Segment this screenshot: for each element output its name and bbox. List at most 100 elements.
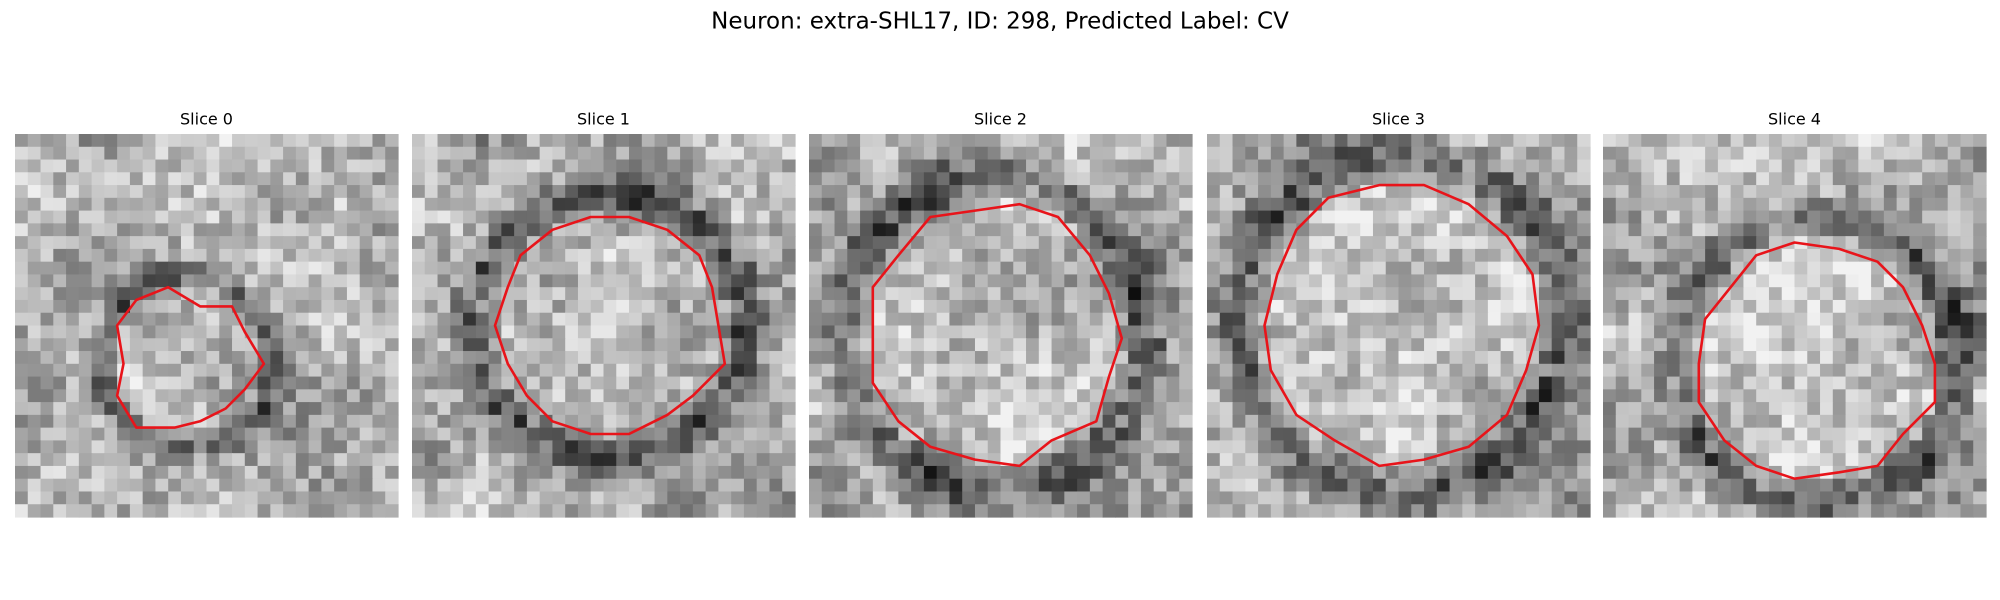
image-pixel xyxy=(283,504,297,518)
image-pixel xyxy=(424,414,439,429)
image-pixel xyxy=(78,274,93,288)
image-pixel xyxy=(1424,197,1438,212)
image-pixel xyxy=(475,325,490,339)
image-pixel xyxy=(1283,491,1297,505)
image-pixel xyxy=(15,363,29,378)
image-pixel xyxy=(180,248,195,263)
image-pixel xyxy=(372,274,386,288)
image-pixel xyxy=(359,134,374,148)
image-pixel xyxy=(1973,299,1987,314)
image-pixel xyxy=(1564,223,1578,237)
image-pixel xyxy=(847,185,861,199)
image-pixel xyxy=(769,287,783,301)
image-pixel xyxy=(1717,134,1732,148)
image-pixel xyxy=(1347,504,1361,518)
image-pixel xyxy=(168,274,182,288)
image-pixel xyxy=(308,299,322,314)
panel-title: Slice 0 xyxy=(180,110,233,129)
image-pixel xyxy=(1334,504,1349,518)
image-pixel xyxy=(1679,325,1693,339)
image-pixel xyxy=(809,312,823,327)
image-pixel xyxy=(1641,261,1655,276)
image-pixel xyxy=(1475,363,1489,378)
image-pixel xyxy=(1089,236,1104,250)
image-pixel xyxy=(257,134,271,148)
image-pixel xyxy=(78,197,93,212)
image-pixel xyxy=(1909,389,1923,403)
image-pixel xyxy=(1603,287,1617,301)
image-pixel xyxy=(27,478,42,493)
image-pixel xyxy=(1615,414,1630,429)
image-pixel xyxy=(1934,134,1949,148)
image-pixel xyxy=(40,363,54,378)
image-pixel xyxy=(885,287,899,301)
image-pixel xyxy=(1973,453,1987,467)
image-pixel xyxy=(270,236,284,250)
image-pixel xyxy=(385,325,399,339)
image-pixel xyxy=(1487,338,1502,352)
image-pixel xyxy=(475,261,490,276)
image-pixel xyxy=(1896,440,1910,454)
image-pixel xyxy=(437,134,451,148)
image-pixel xyxy=(834,338,848,352)
image-pixel xyxy=(1207,453,1221,467)
image-pixel xyxy=(91,134,105,148)
image-pixel xyxy=(1089,287,1104,301)
image-pixel xyxy=(1807,389,1821,403)
image-pixel xyxy=(359,159,374,173)
image-pixel xyxy=(1679,491,1693,505)
image-pixel xyxy=(180,478,195,493)
image-pixel xyxy=(193,172,208,186)
image-pixel xyxy=(809,274,823,288)
image-pixel xyxy=(1385,440,1400,454)
image-pixel xyxy=(27,312,42,327)
image-pixel xyxy=(718,402,732,416)
image-pixel xyxy=(590,440,605,454)
image-pixel xyxy=(385,453,399,467)
image-pixel xyxy=(718,414,732,429)
image-pixel xyxy=(1064,312,1078,327)
image-pixel xyxy=(168,197,182,212)
image-pixel xyxy=(692,223,707,237)
image-pixel xyxy=(680,465,694,480)
image-pixel xyxy=(1832,427,1847,441)
image-pixel xyxy=(923,414,938,429)
image-pixel xyxy=(885,210,899,224)
image-pixel xyxy=(321,197,335,212)
image-pixel xyxy=(244,312,259,327)
image-pixel xyxy=(1153,427,1168,441)
image-pixel xyxy=(450,172,464,186)
image-pixel xyxy=(66,299,80,314)
image-pixel xyxy=(53,351,67,365)
image-pixel xyxy=(1807,504,1821,518)
image-pixel xyxy=(450,338,464,352)
image-pixel xyxy=(66,440,80,454)
image-pixel xyxy=(78,440,93,454)
image-pixel xyxy=(616,325,630,339)
image-pixel xyxy=(731,325,745,339)
image-pixel xyxy=(424,287,439,301)
image-pixel xyxy=(1896,414,1910,429)
image-pixel xyxy=(219,274,233,288)
image-pixel xyxy=(1038,351,1053,365)
image-pixel xyxy=(437,248,451,263)
image-pixel xyxy=(923,402,938,416)
image-pixel xyxy=(962,325,976,339)
image-pixel xyxy=(654,440,668,454)
image-pixel xyxy=(1347,134,1361,148)
image-pixel xyxy=(1207,134,1221,148)
image-pixel xyxy=(552,504,566,518)
image-pixel xyxy=(1820,338,1834,352)
image-pixel xyxy=(463,351,477,365)
image-pixel xyxy=(1807,159,1821,173)
image-pixel xyxy=(1781,402,1796,416)
image-pixel xyxy=(1258,146,1272,161)
image-pixel xyxy=(885,491,899,505)
image-pixel xyxy=(1436,376,1451,390)
image-pixel xyxy=(1449,261,1463,276)
image-pixel xyxy=(53,134,67,148)
image-pixel xyxy=(1089,248,1104,263)
image-pixel xyxy=(1615,261,1630,276)
image-pixel xyxy=(1334,159,1349,173)
image-pixel xyxy=(1794,478,1808,493)
